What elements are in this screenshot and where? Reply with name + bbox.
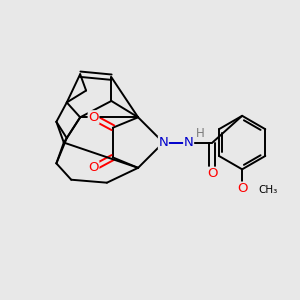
- Text: H: H: [196, 127, 204, 140]
- Text: CH₃: CH₃: [259, 185, 278, 195]
- Text: O: O: [88, 161, 99, 174]
- Text: N: N: [158, 136, 168, 149]
- Text: O: O: [237, 182, 247, 195]
- Text: O: O: [207, 167, 218, 180]
- Text: N: N: [184, 136, 194, 149]
- Text: O: O: [88, 111, 99, 124]
